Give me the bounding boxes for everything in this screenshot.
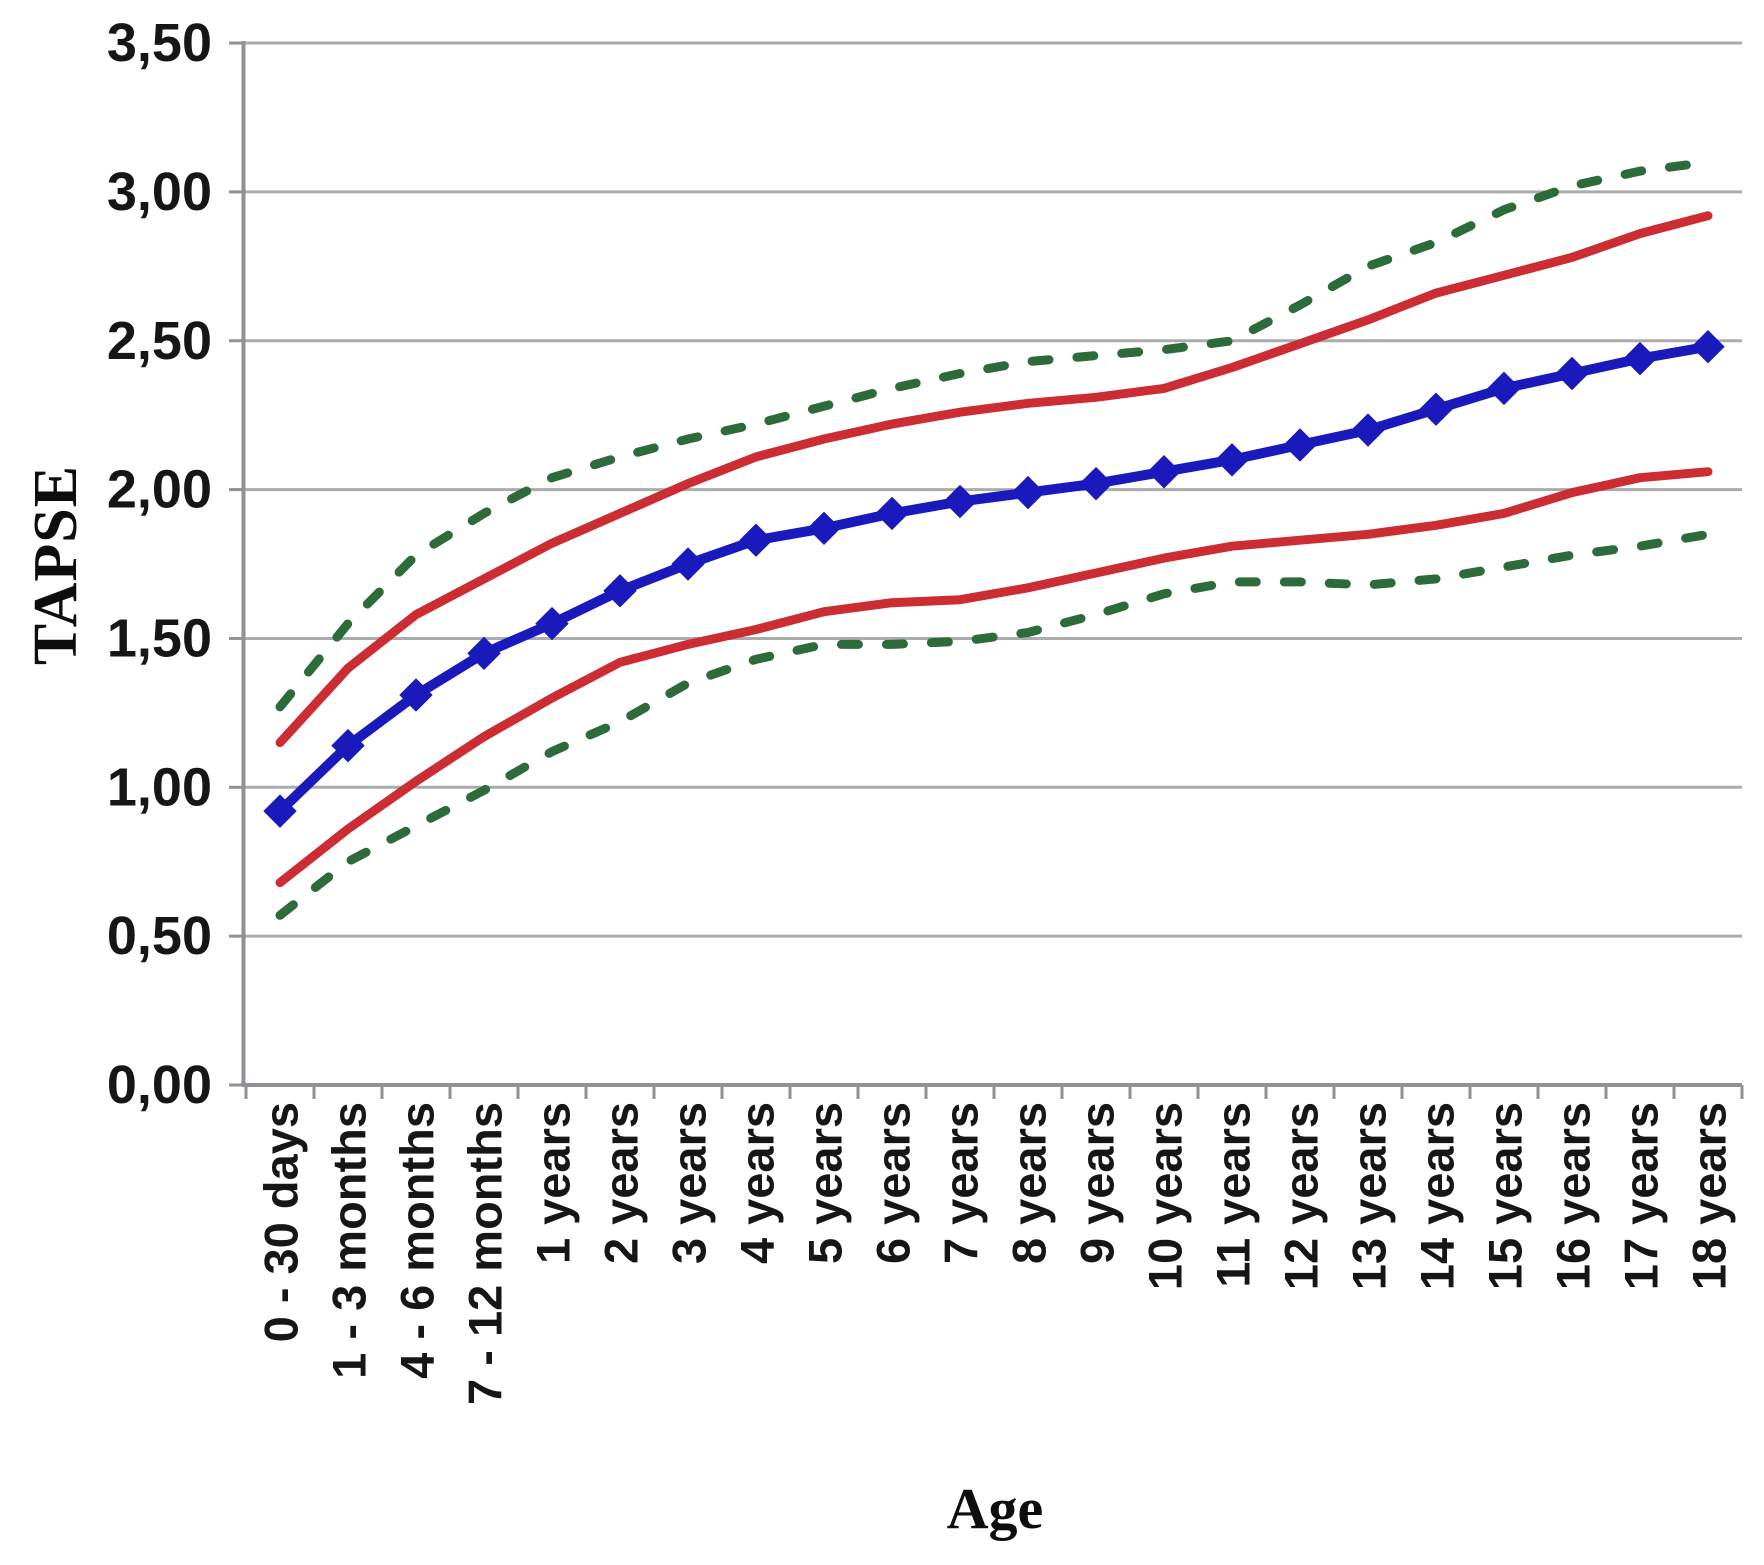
x-category-label: 3 years [663,1102,716,1264]
series-mean_diamond-marker [1487,371,1521,406]
x-axis-title: Age [947,1476,1044,1541]
x-category-label: 14 years [1411,1102,1464,1290]
x-category-label: 16 years [1547,1102,1600,1290]
x-category-label: 5 years [799,1102,852,1264]
x-category-label: 11 years [1207,1102,1260,1288]
series-mean_diamond-marker [535,606,569,641]
x-category-label: 6 years [867,1102,920,1264]
series-mean_diamond-marker [1079,466,1113,501]
series-upper_dashed-line [275,157,1713,712]
series-upper_solid-line [275,211,1713,748]
series-mean_diamond-marker [1147,455,1181,489]
x-category-label: 1 - 3 months [323,1102,376,1379]
series-mean_diamond-marker [399,678,433,712]
series-mean_diamond-marker [1011,475,1045,510]
series-layer [263,157,1725,920]
series-mean_diamond-marker [1351,413,1385,447]
x-category-label: 7 - 12 months [459,1102,512,1405]
series-mean_diamond-marker [1691,329,1725,364]
x-category-label: 1 years [527,1102,580,1264]
y-tick-label: 3,00 [107,162,212,222]
series-mean_diamond-line [275,341,1713,817]
x-category-label: 12 years [1275,1102,1328,1290]
y-tick-label: 2,00 [107,460,212,520]
series-mean_diamond-marker [671,547,705,581]
y-tick-label: 0,00 [107,1055,212,1115]
series-mean_diamond-marker [1283,428,1317,462]
y-tick-label: 1,00 [107,757,212,817]
series-mean_diamond-marker [807,511,841,546]
series-mean_diamond-marker [1215,443,1249,477]
x-category-label: 18 years [1683,1102,1736,1290]
series-mean_diamond-marker [875,496,909,531]
label-layer: 0,00 0,50 1,00 1,50 2,00 2,50 3,00 3,50 0 - 30 d… [107,13,1736,1405]
axis-layer [229,41,1744,1099]
series-mean_diamond-marker [1419,392,1453,426]
x-category-label: 10 years [1139,1102,1192,1290]
x-category-label: 17 years [1615,1102,1668,1290]
series-mean_diamond-marker [739,523,773,557]
x-category-label: 2 years [595,1102,648,1264]
x-category-label: 15 years [1479,1102,1532,1290]
series-mean_diamond-marker [1555,356,1589,391]
series-mean_diamond-marker [467,636,501,671]
series-mean_diamond-marker [603,574,637,608]
x-category-label: 9 years [1071,1102,1124,1264]
y-tick-label: 2,50 [107,311,212,371]
y-tick-label: 3,50 [107,13,212,73]
y-tick-label: 0,50 [107,906,212,966]
y-axis-title: TAPSE [22,465,90,665]
series-mean_diamond-marker [943,484,977,519]
series-mean_diamond-marker [331,728,365,763]
x-category-label: 4 years [731,1102,784,1264]
series-lower_solid-line [275,467,1713,888]
x-category-label: 4 - 6 months [391,1102,444,1379]
x-category-label: 7 years [935,1102,988,1264]
y-tick-label: 1,50 [107,608,212,668]
x-category-label: 13 years [1343,1102,1396,1290]
series-mean_diamond-marker [1623,341,1657,376]
x-category-label: 0 - 30 days [255,1102,308,1342]
x-category-label: 8 years [1003,1102,1056,1264]
series-mean_diamond-marker [263,794,297,828]
series-lower_dashed-line [275,529,1713,920]
